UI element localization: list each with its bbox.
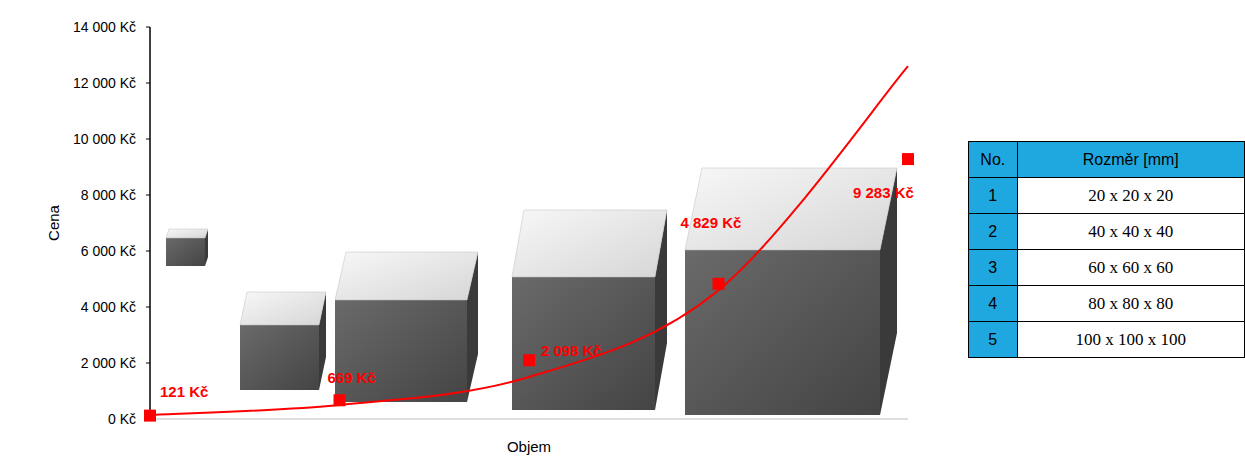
cube-top	[512, 210, 667, 277]
cube-top	[335, 252, 478, 300]
y-tick	[146, 195, 150, 196]
y-tick-label: 4 000 Kč	[81, 299, 136, 315]
y-tick-label: 12 000 Kč	[73, 75, 136, 91]
y-tick-label: 14 000 Kč	[73, 19, 136, 35]
table-header: No.Rozměr [mm]	[969, 142, 1245, 178]
data-label: 121 Kč	[160, 383, 208, 400]
cube-top	[240, 292, 326, 325]
cubes	[166, 168, 897, 415]
dimension-table: No.Rozměr [mm]120 x 20 x 20240 x 40 x 40…	[968, 141, 1245, 358]
plot-area	[144, 66, 914, 421]
cube-front	[166, 238, 205, 266]
y-tick	[146, 83, 150, 84]
dimension: 80 x 80 x 80	[1017, 286, 1244, 322]
data-label: 2 098 Kč	[541, 342, 602, 359]
table-row: 480 x 80 x 80	[969, 286, 1245, 322]
row-number: 4	[969, 286, 1018, 322]
cube-top	[685, 168, 897, 250]
data-point	[144, 410, 156, 422]
data-point	[523, 354, 535, 366]
chart: 0 Kč 2 000 Kč 4 000 Kč 6 000 Kč 8 000 Kč 10 0…	[0, 0, 950, 463]
table-row: 5100 x 100 x 100	[969, 322, 1245, 358]
y-tick-label: 8 000 Kč	[81, 187, 136, 203]
y-tick-label: 6 000 Kč	[81, 243, 136, 259]
row-number: 2	[969, 214, 1018, 250]
cube-front	[685, 250, 880, 415]
cube-top	[166, 229, 208, 238]
y-tick-label: 0 Kč	[108, 411, 136, 427]
dimension: 40 x 40 x 40	[1017, 214, 1244, 250]
data-label: 669 Kč	[328, 369, 376, 386]
row-number: 3	[969, 250, 1018, 286]
y-tick	[146, 363, 150, 364]
y-axis-title: Cena	[45, 204, 62, 241]
header-cell: No.	[969, 142, 1018, 178]
data-point	[902, 153, 914, 165]
data-point	[334, 394, 346, 406]
header-cell: Rozměr [mm]	[1017, 142, 1244, 178]
cube-front	[335, 300, 467, 402]
table-row: 120 x 20 x 20	[969, 178, 1245, 214]
x-axis	[150, 419, 908, 420]
y-tick-label: 10 000 Kč	[73, 131, 136, 147]
data-label: 9 283 Kč	[853, 184, 914, 201]
x-axis-title: Objem	[507, 438, 551, 455]
dimension: 100 x 100 x 100	[1017, 322, 1244, 358]
row-number: 5	[969, 322, 1018, 358]
table-row: 240 x 40 x 40	[969, 214, 1245, 250]
cube-front	[240, 325, 319, 390]
dimension: 20 x 20 x 20	[1017, 178, 1244, 214]
cube-front	[512, 277, 655, 410]
trend-line	[150, 66, 908, 415]
y-tick	[146, 307, 150, 308]
y-axis	[149, 27, 151, 419]
data-point	[713, 278, 725, 290]
y-tick-label: 2 000 Kč	[81, 355, 136, 371]
y-tick	[146, 139, 150, 140]
y-tick	[146, 27, 150, 28]
row-number: 1	[969, 178, 1018, 214]
data-label: 4 829 Kč	[681, 214, 742, 231]
table-row: 360 x 60 x 60	[969, 250, 1245, 286]
dimension: 60 x 60 x 60	[1017, 250, 1244, 286]
y-tick	[146, 251, 150, 252]
